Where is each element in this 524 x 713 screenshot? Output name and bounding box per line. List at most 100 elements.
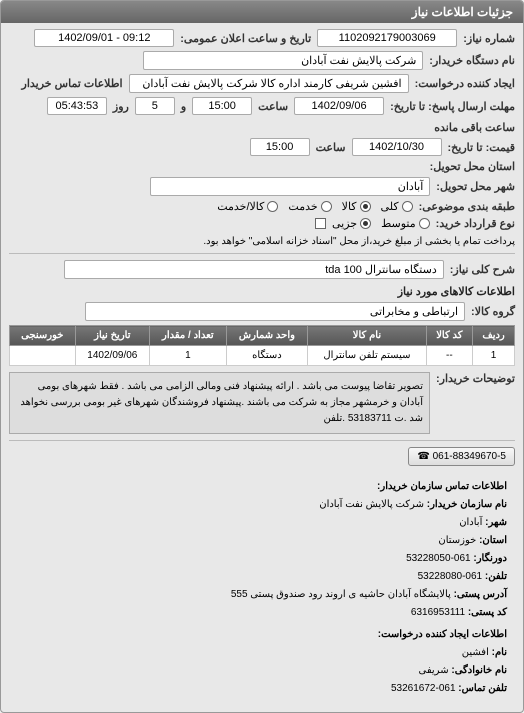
contract-radio-group: متوسط جزیی — [332, 217, 430, 230]
row-price-until: قیمت: تا تاریخ: 1402/10/30 ساعت 15:00 — [9, 138, 515, 156]
announce-label: تاریخ و ساعت اعلان عمومی: — [180, 32, 311, 45]
table-row[interactable]: 1 -- سیستم تلفن سانترال دستگاه 1 1402/09… — [10, 346, 515, 366]
contact-postal-label: کد پستی: — [468, 607, 507, 618]
td-row: 1 — [473, 346, 515, 366]
deadline-time: 15:00 — [192, 97, 252, 115]
contact-section: اطلاعات تماس سازمان خریدار: نام سازمان خ… — [9, 470, 515, 706]
radio-circle-medium — [419, 218, 430, 229]
creator-value: افشین شریفی کارمند اداره کالا شرکت پالای… — [129, 74, 409, 93]
contact-address-label: آدرس پستی: — [454, 589, 507, 600]
price-time: 15:00 — [250, 138, 310, 156]
creator-family-row: نام خانوادگی: شریفی — [17, 662, 507, 680]
creator-phone-label: تلفن تماس: — [458, 683, 507, 694]
contact-title: اطلاعات تماس سازمان خریدار: — [17, 478, 507, 496]
radio-goods-service[interactable]: کالا/خدمت — [217, 200, 278, 213]
divider-2 — [9, 440, 515, 441]
row-phone-button: ☎ 061-88349670-5 — [9, 447, 515, 466]
row-province: استان محل تحویل: — [9, 160, 515, 173]
radio-goods[interactable]: کالا — [342, 200, 371, 213]
row-buyer-desc: توضیحات خریدار: تصویر تقاضا پیوست می باش… — [9, 372, 515, 434]
row-need-desc: شرح کلی نیاز: دستگاه سانترال tda 100 — [9, 260, 515, 279]
row-goods-group: گروه کالا: ارتباطی و مخابراتی — [9, 302, 515, 321]
radio-all[interactable]: کلی — [381, 200, 413, 213]
request-number-value: 1102092179003069 — [317, 29, 457, 47]
contract-note: پرداخت تمام یا بخشی از مبلغ خرید،از محل … — [203, 236, 515, 247]
row-creator: ایجاد کننده درخواست: افشین شریفی کارمند … — [9, 74, 515, 93]
details-panel: جزئیات اطلاعات نیاز شماره نیاز: 11020921… — [0, 0, 524, 713]
td-unit: دستگاه — [226, 346, 308, 366]
contact-province-label: استان: — [479, 535, 507, 546]
td-name: سیستم تلفن سانترال — [308, 346, 426, 366]
buyer-org-label: نام دستگاه خریدار: — [429, 54, 515, 67]
province-label: استان محل تحویل: — [430, 160, 515, 173]
creator-phone-row: تلفن تماس: 061-53261672 — [17, 680, 507, 698]
contact-postal-row: کد پستی: 6316953111 — [17, 604, 507, 622]
contact-phone: 061-53228080 — [418, 571, 483, 582]
items-table-body: 1 -- سیستم تلفن سانترال دستگاه 1 1402/09… — [10, 346, 515, 366]
row-contract-type: نوع قرارداد خرید: متوسط جزیی پرداخت تمام… — [9, 217, 515, 247]
contact-postal: 6316953111 — [411, 607, 465, 618]
days-suffix: روز — [113, 100, 129, 113]
buyer-desc-label: توضیحات خریدار: — [436, 372, 515, 385]
radio-medium[interactable]: متوسط — [381, 217, 430, 230]
buyer-desc-text: تصویر تقاضا پیوست می باشد . ارائه پیشنها… — [9, 372, 430, 434]
remaining-time: 05:43:53 — [47, 97, 107, 115]
announce-value: 1402/09/01 - 09:12 — [34, 29, 174, 47]
contact-province: خوزستان — [438, 535, 476, 546]
treasury-checkbox[interactable] — [315, 218, 326, 229]
radio-partial[interactable]: جزیی — [332, 217, 371, 230]
row-category: طبقه بندی موضوعی: کلی کالا خدمت کالا/خدم… — [9, 200, 515, 213]
contact-phone-row: تلفن: 061-53228080 — [17, 568, 507, 586]
th-row: ردیف — [473, 326, 515, 346]
radio-circle-all — [402, 201, 413, 212]
contact-org-row: نام سازمان خریدار: شرکت پالایش نفت آبادا… — [17, 496, 507, 514]
city-label: شهر محل تحویل: — [436, 180, 515, 193]
contact-city-row: شهر: آبادان — [17, 514, 507, 532]
items-header-row: ردیف کد کالا نام کالا واحد شمارش تعداد /… — [10, 326, 515, 346]
radio-label-partial: جزیی — [332, 217, 357, 230]
deadline-time-label: ساعت — [258, 100, 288, 113]
th-unit: واحد شمارش — [226, 326, 308, 346]
row-deadline: مهلت ارسال پاسخ: تا تاریخ: 1402/09/06 سا… — [9, 97, 515, 134]
td-extra — [10, 346, 76, 366]
row-buyer-org: نام دستگاه خریدار: شرکت پالایش نفت آبادا… — [9, 51, 515, 70]
buyer-org-value: شرکت پالایش نفت آبادان — [143, 51, 423, 70]
radio-label-gs: کالا/خدمت — [217, 200, 264, 213]
radio-label-medium: متوسط — [381, 217, 416, 230]
category-label: طبقه بندی موضوعی: — [419, 200, 515, 213]
panel-content: شماره نیاز: 1102092179003069 تاریخ و ساع… — [1, 23, 523, 712]
contact-fax: 061-53228050 — [406, 553, 471, 564]
contact-address: پالایشگاه آبادان حاشیه ی اروند رود صندوق… — [231, 589, 451, 600]
creator-name-row: نام: افشین — [17, 644, 507, 662]
contact-buyer-label: اطلاعات تماس خریدار — [22, 77, 123, 90]
category-radio-group: کلی کالا خدمت کالا/خدمت — [217, 200, 412, 213]
need-desc-label: شرح کلی نیاز: — [450, 263, 515, 276]
row-request-number: شماره نیاز: 1102092179003069 تاریخ و ساع… — [9, 29, 515, 47]
price-until-label: قیمت: تا تاریخ: — [448, 141, 515, 154]
creator-family: شریفی — [419, 665, 449, 676]
city-value: آبادان — [150, 177, 430, 196]
radio-circle-gs — [267, 201, 278, 212]
creator-name-label: نام: — [492, 647, 507, 658]
radio-circle-service — [321, 201, 332, 212]
radio-label-service: خدمت — [288, 200, 317, 213]
items-table: ردیف کد کالا نام کالا واحد شمارش تعداد /… — [9, 325, 515, 366]
contact-city: آبادان — [459, 517, 482, 528]
phone-button[interactable]: ☎ 061-88349670-5 — [408, 447, 515, 466]
days-value: 5 — [135, 97, 175, 115]
radio-service[interactable]: خدمت — [288, 200, 331, 213]
contact-province-row: استان: خوزستان — [17, 532, 507, 550]
td-qty: 1 — [150, 346, 227, 366]
th-code: کد کالا — [426, 326, 472, 346]
items-section-title: اطلاعات کالاهای مورد نیاز — [9, 285, 515, 298]
panel-header: جزئیات اطلاعات نیاز — [1, 1, 523, 23]
contact-city-label: شهر: — [485, 517, 507, 528]
contact-fax-row: دورنگار: 061-53228050 — [17, 550, 507, 568]
radio-circle-partial — [360, 218, 371, 229]
radio-label-all: کلی — [381, 200, 399, 213]
days-prefix: و — [181, 100, 186, 113]
price-time-label: ساعت — [316, 141, 346, 154]
th-name: نام کالا — [308, 326, 426, 346]
td-code: -- — [426, 346, 472, 366]
creator-title: اطلاعات ایجاد کننده درخواست: — [17, 626, 507, 644]
